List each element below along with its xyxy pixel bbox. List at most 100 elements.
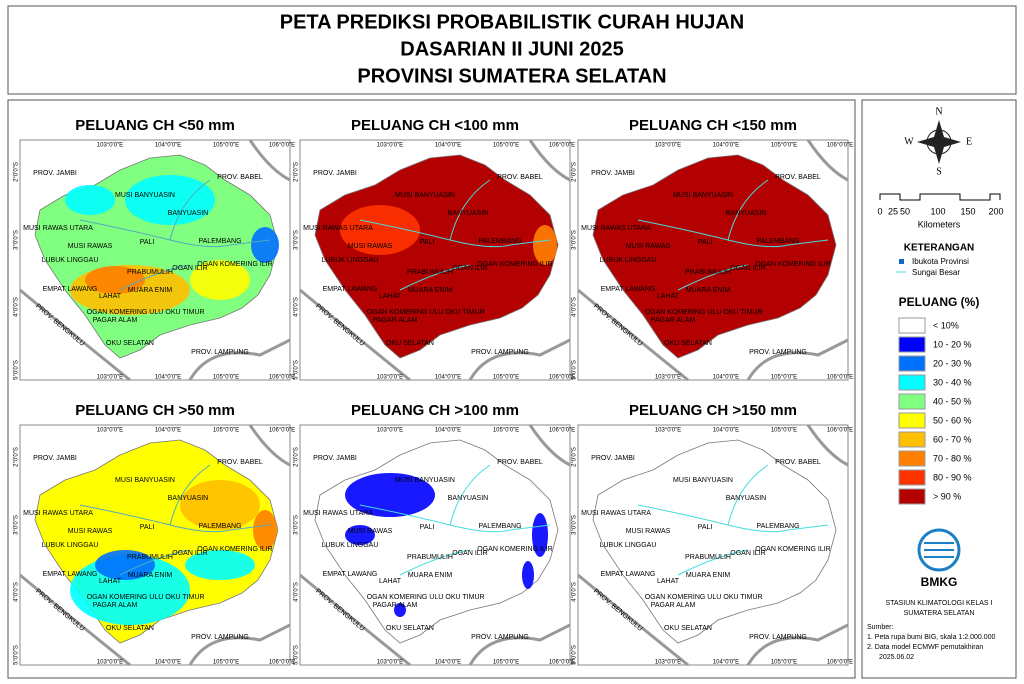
header-title: PETA PREDIKSI PROBABILISTIK CURAH HUJAN	[280, 11, 744, 33]
place-label: LUBUK LINGGAU	[600, 257, 657, 264]
lon-tick: 106°0'0"E	[827, 660, 853, 666]
place-label: PRABUMULIH	[685, 554, 731, 561]
neighbor-label: PROV. JAMBI	[591, 170, 635, 177]
place-label: MUSI BANYUASIN	[673, 192, 733, 199]
compass-rose	[917, 120, 961, 164]
lon-tick: 106°0'0"E	[549, 428, 575, 434]
legend-swatch	[898, 374, 926, 391]
place-label: OGAN ILIR	[172, 265, 207, 272]
place-label: EMPAT LAWANG	[601, 571, 656, 578]
map-title: PELUANG CH <50 mm	[75, 117, 235, 134]
lon-tick: 106°0'0"E	[269, 143, 295, 149]
place-label: MUSI RAWAS	[68, 243, 113, 250]
scale-unit: Kilometers	[918, 219, 961, 229]
place-label: OGAN ILIR	[452, 265, 487, 272]
place-label: LAHAT	[379, 578, 402, 585]
header-box	[7, 5, 1017, 95]
place-label: PALEMBANG	[198, 523, 241, 530]
lat-tick: 5°0'0"S	[294, 360, 300, 380]
probability-zone	[340, 205, 420, 255]
lat-tick: 3°0'0"S	[294, 230, 300, 250]
legend-swatch	[898, 469, 926, 486]
place-label: OGAN KOMERING ULU	[645, 594, 722, 601]
place-label: OKU SELATAN	[664, 625, 712, 632]
probability-zone	[533, 225, 557, 265]
place-label: LAHAT	[99, 578, 122, 585]
river	[79, 179, 271, 291]
place-label: PALI	[140, 239, 155, 246]
place-label: BANYUASIN	[726, 210, 766, 217]
neighbor-label: PROV. JAMBI	[33, 170, 77, 177]
river	[637, 464, 829, 576]
lon-tick: 104°0'0"E	[155, 375, 181, 381]
legend-label: 10 - 20 %	[933, 339, 972, 349]
map-panel: 103°0'0"E 103°0'0"E 104°0'0"E 104°0'0"E 105°…	[572, 424, 853, 667]
lon-tick: 103°0'0"E	[655, 143, 681, 149]
legend-label: < 10%	[933, 320, 959, 330]
place-label: MUSI RAWAS UTARA	[23, 510, 93, 517]
keterangan-item: Sungai Besar	[912, 268, 960, 277]
place-label: OGAN KOMERING ILIR	[197, 546, 272, 553]
place-label: OKU TIMUR	[165, 309, 204, 316]
place-label: LUBUK LINGGAU	[600, 542, 657, 549]
place-label: OKU TIMUR	[445, 309, 484, 316]
lat-tick: 2°0'0"S	[14, 162, 20, 182]
lon-tick: 106°0'0"E	[827, 143, 853, 149]
coastline	[577, 424, 849, 667]
map-panel: 103°0'0"E 103°0'0"E 104°0'0"E 104°0'0"E 105°…	[572, 139, 853, 382]
lon-tick: 103°0'0"E	[97, 143, 123, 149]
place-label: LUBUK LINGGAU	[322, 257, 379, 264]
place-label: OKU TIMUR	[445, 594, 484, 601]
place-label: LUBUK LINGGAU	[42, 542, 99, 549]
place-label: OGAN KOMERING ULU	[87, 594, 164, 601]
map-panel: 103°0'0"E 103°0'0"E 104°0'0"E 104°0'0"E 105°…	[14, 424, 295, 667]
neighbor-label: PROV. LAMPUNG	[749, 349, 807, 356]
neighbor-label: PROV. LAMPUNG	[191, 349, 249, 356]
scale-tick: 25	[888, 206, 898, 216]
scale-tick: 0	[877, 206, 882, 216]
river	[359, 464, 551, 576]
place-label: MUARA ENIM	[408, 287, 453, 294]
place-label: OKU SELATAN	[664, 340, 712, 347]
lon-tick: 104°0'0"E	[435, 428, 461, 434]
province	[592, 154, 837, 359]
place-label: OGAN KOMERING ILIR	[477, 546, 552, 553]
keterangan-title: KETERANGAN	[904, 243, 975, 254]
place-label: MUARA ENIM	[686, 572, 731, 579]
neighbor-label: PROV. JAMBI	[313, 455, 357, 462]
lon-tick: 106°0'0"E	[269, 660, 295, 666]
lon-tick: 105°0'0"E	[493, 375, 519, 381]
source-line: 2. Data model ECMWF pemutakhiran	[867, 644, 983, 651]
place-label: OGAN ILIR	[452, 550, 487, 557]
legend-swatch	[898, 317, 926, 334]
neighbor-label: PROV. JAMBI	[313, 170, 357, 177]
place-label: OKU TIMUR	[165, 594, 204, 601]
probability-zone	[95, 550, 155, 580]
place-label: PAGAR ALAM	[93, 602, 138, 609]
river	[359, 179, 551, 291]
place-label: OGAN KOMERING ULU	[645, 309, 722, 316]
place-label: PALI	[140, 524, 155, 531]
place-label: MUSI BANYUASIN	[395, 192, 455, 199]
legend-swatch	[898, 488, 926, 505]
lon-tick: 104°0'0"E	[155, 143, 181, 149]
lon-tick: 104°0'0"E	[155, 660, 181, 666]
scale-tick: 200	[988, 206, 1003, 216]
place-label: OGAN KOMERING ULU	[87, 309, 164, 316]
place-label: MUSI RAWAS UTARA	[581, 225, 651, 232]
probability-zone	[522, 561, 534, 589]
lat-tick: 4°0'0"S	[14, 582, 20, 602]
place-label: EMPAT LAWANG	[323, 571, 378, 578]
lat-tick: 5°0'0"S	[294, 645, 300, 665]
place-label: OGAN KOMERING ULU	[367, 309, 444, 316]
neighbor-label: PROV. BABEL	[217, 459, 263, 466]
lon-tick: 105°0'0"E	[213, 375, 239, 381]
place-label: BANYUASIN	[168, 495, 208, 502]
lat-tick: 5°0'0"S	[572, 360, 578, 380]
compass-letter: N	[935, 106, 942, 117]
lon-tick: 103°0'0"E	[655, 375, 681, 381]
legend-swatch	[898, 355, 926, 372]
map-title: PELUANG CH >100 mm	[351, 402, 519, 419]
place-label: OKU SELATAN	[386, 625, 434, 632]
